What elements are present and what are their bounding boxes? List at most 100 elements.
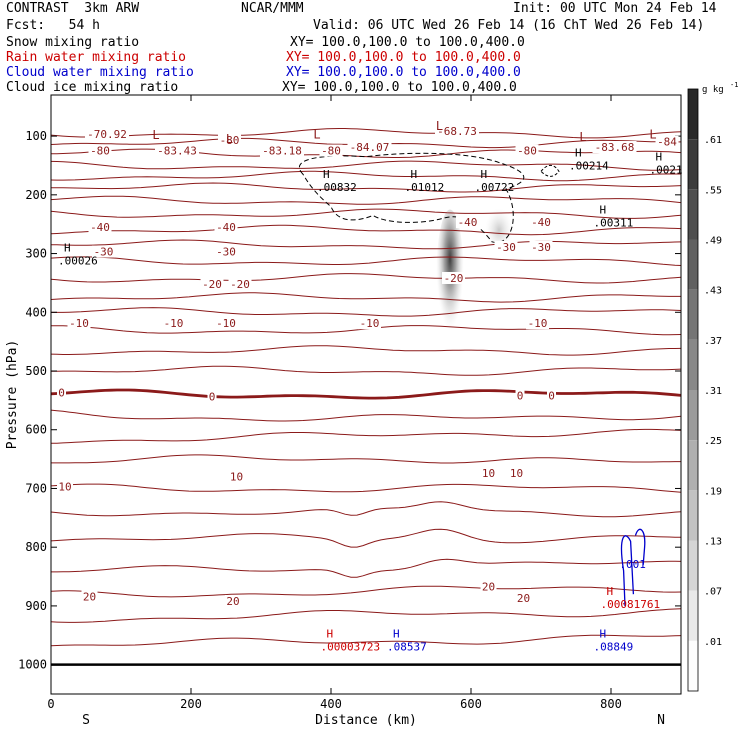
init-time: Init: 00 UTC Mon 24 Feb 14 xyxy=(513,1,717,16)
temperature-label: 10 xyxy=(510,467,523,480)
temperature-label: -83.68 xyxy=(595,141,635,154)
temperature-label: -80 xyxy=(90,145,110,158)
temperature-label-bg xyxy=(347,141,392,154)
temperature-contour-line xyxy=(50,634,682,647)
x-tick-label: 600 xyxy=(460,697,482,711)
temperature-label-bg xyxy=(57,480,73,493)
max-marker: H xyxy=(64,241,71,254)
max-value: .00026 xyxy=(58,254,98,267)
colorbar-cell xyxy=(688,390,698,441)
field-label-snow: Snow mixing ratio xyxy=(6,35,140,50)
temperature-label: -40 xyxy=(90,221,110,234)
temperature-label-bg xyxy=(92,245,115,258)
max-marker: H xyxy=(323,168,330,181)
temperature-label: 0 xyxy=(209,391,216,404)
temperature-label-bg xyxy=(67,317,91,330)
field-label-cloudice: Cloud ice mixing ratio xyxy=(6,80,179,95)
temperature-contour-line xyxy=(50,224,682,236)
temperature-label: -80 xyxy=(517,145,537,158)
max-value: .00722 xyxy=(475,181,515,194)
temperature-contour-line xyxy=(50,483,682,493)
temperature-label-bg xyxy=(85,128,129,141)
temperature-contour-line xyxy=(50,501,682,518)
temperature-contour-line xyxy=(50,195,682,205)
y-tick-label: 200 xyxy=(25,188,47,202)
temperature-label-bg xyxy=(214,317,238,330)
temperature-label: -10 xyxy=(69,317,89,330)
temperature-label: 20 xyxy=(226,595,239,608)
temperature-label-bg xyxy=(218,133,241,146)
y-tick-label: 300 xyxy=(25,247,47,261)
max-marker: H xyxy=(393,627,400,640)
max-marker: H xyxy=(575,146,582,159)
temperature-label-bg xyxy=(155,144,199,157)
temperature-label-bg xyxy=(529,240,553,253)
temperature-label-bg xyxy=(515,592,532,605)
temperature-label-bg xyxy=(456,216,479,229)
temperature-label-bg xyxy=(228,470,245,483)
temperature-label-bg xyxy=(162,317,185,330)
temperature-label: -20 xyxy=(202,278,222,291)
colorbar-label: .49 xyxy=(704,236,722,247)
temperature-label: -80 xyxy=(321,145,341,158)
field-xy-cloudice: XY= 100.0,100.0 to 100.0,400.0 xyxy=(282,80,517,95)
max-value: .00003723 xyxy=(321,640,381,653)
low-marker: L xyxy=(313,127,320,141)
model-title: CONTRAST 3km ARW xyxy=(6,1,140,16)
temperature-label-bg xyxy=(442,271,465,284)
temperature-label: -10 xyxy=(216,317,236,330)
temperature-contour-line xyxy=(50,128,682,139)
temperature-label: -80 xyxy=(220,134,240,147)
temperature-label-bg xyxy=(214,245,238,258)
plot-frame xyxy=(50,94,682,695)
temperature-label-bg xyxy=(214,220,238,233)
temperature-contour-line xyxy=(50,409,682,422)
low-marker: L xyxy=(579,130,586,144)
temperature-label-bg xyxy=(88,220,112,233)
colorbar-label: .55 xyxy=(704,185,722,196)
colorbar-cell xyxy=(688,640,698,691)
temperature-label: 0 xyxy=(58,387,65,400)
y-tick-label: 1000 xyxy=(18,658,47,672)
temperature-label-bg xyxy=(207,390,217,403)
max-value: .0021 xyxy=(650,163,683,176)
y-axis-title: Pressure (hPa) xyxy=(5,340,20,450)
temperature-label: 10 xyxy=(482,467,495,480)
max-marker: H xyxy=(607,585,614,598)
temperature-label: -84.07 xyxy=(350,141,390,154)
colorbar-cell xyxy=(688,189,698,240)
x-tick-label: 400 xyxy=(320,697,342,711)
cloud-ice-contour-small xyxy=(540,164,560,177)
temperature-label: -68.73 xyxy=(437,125,477,138)
max-value: .08849 xyxy=(594,640,634,653)
temperature-contour-line xyxy=(50,608,682,623)
temperature-contour-line xyxy=(51,182,682,193)
temperature-contour-line xyxy=(50,585,682,598)
forecast-hour: Fcst: 54 h xyxy=(6,18,100,33)
temperature-label: 20 xyxy=(482,580,495,593)
temperature-label-bg xyxy=(228,277,252,290)
colorbar-frame xyxy=(687,88,699,692)
colorbar-cell xyxy=(688,89,698,140)
field-label-cloudwater: Cloud water mixing ratio xyxy=(6,65,194,80)
colorbar-label: .01 xyxy=(704,637,722,648)
temperature-label-bg xyxy=(200,277,224,290)
temperature-contour-line xyxy=(51,558,682,578)
max-value: .00214 xyxy=(569,159,609,172)
temperature-label: -83.43 xyxy=(157,145,197,158)
temperature-contour-line xyxy=(50,170,681,182)
temperature-label: -30 xyxy=(531,241,551,254)
colorbar-label: .13 xyxy=(704,537,722,548)
temperature-contour-line xyxy=(50,428,682,444)
temperature-label-bg xyxy=(260,144,304,157)
organization-label: NCAR/MMM xyxy=(241,1,304,16)
y-tick-label: 500 xyxy=(25,364,47,378)
temperature-label: -70.92 xyxy=(87,128,127,141)
cloud-water-contour xyxy=(620,528,646,606)
temperature-label: 0 xyxy=(517,389,524,402)
x-tick-label: 800 xyxy=(600,697,622,711)
temperature-contour-line xyxy=(50,365,682,376)
colorbar-cell xyxy=(688,590,698,641)
temperature-contour-line xyxy=(50,292,681,303)
